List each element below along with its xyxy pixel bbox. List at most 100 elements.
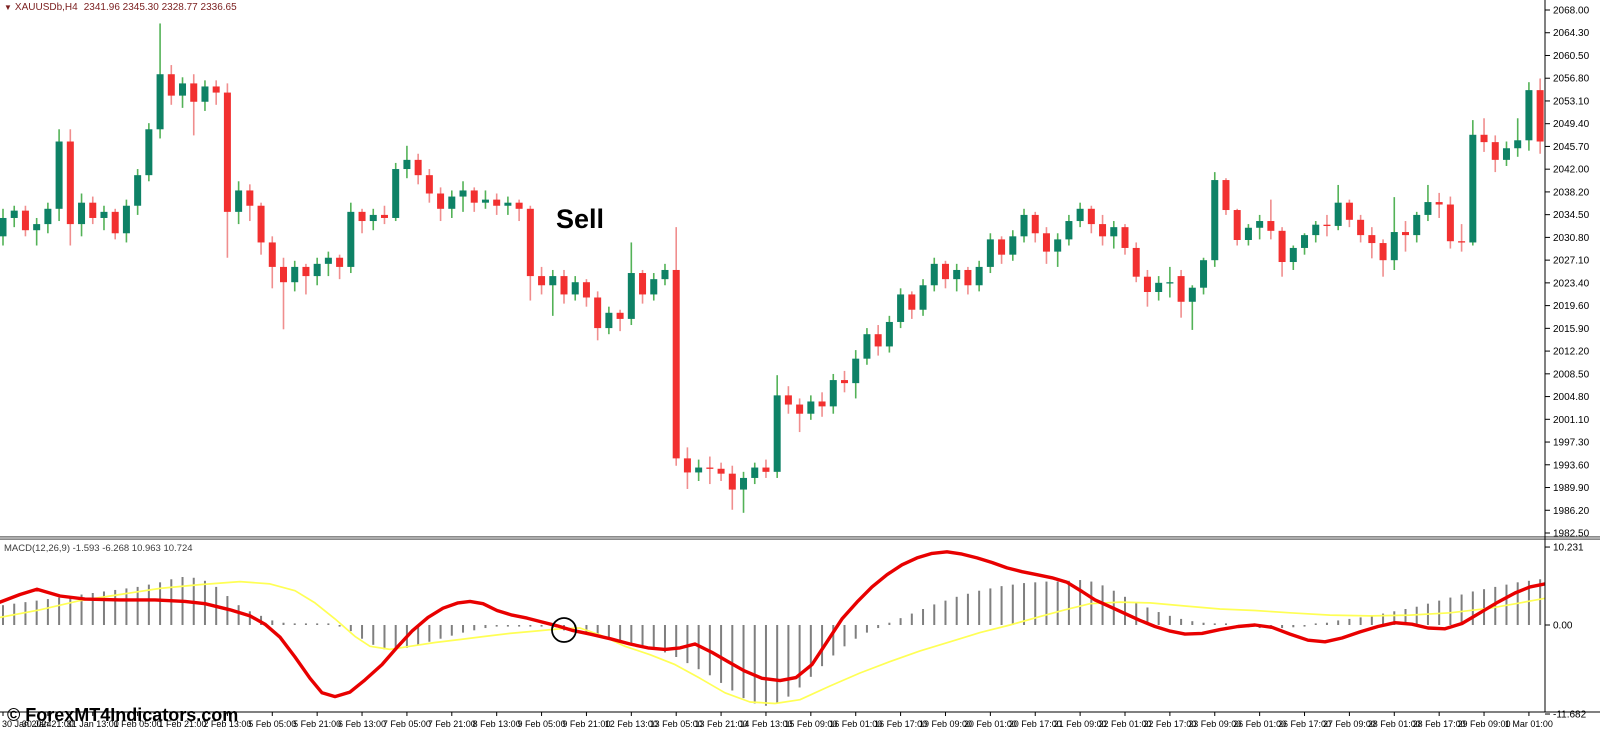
- candle-body: [347, 211, 355, 267]
- candle: [179, 77, 187, 108]
- candle-body: [796, 404, 804, 414]
- macd-scale-label: 0.00: [1553, 621, 1573, 632]
- candle-body: [650, 279, 658, 295]
- candle-body: [100, 211, 108, 218]
- candle: [796, 398, 804, 433]
- candle-body: [1402, 232, 1409, 236]
- macd-scale-label: 10.231: [1553, 543, 1584, 554]
- candle: [740, 471, 748, 513]
- candle: [1502, 141, 1510, 166]
- macd-indicator-label: MACD(12,26,9) -1.593 -6.268 10.963 10.72…: [4, 543, 193, 554]
- candle: [223, 83, 231, 258]
- candle: [470, 187, 478, 212]
- candle: [1211, 172, 1219, 267]
- time-tick-label: 30 Jan 21:00: [22, 719, 74, 729]
- candle: [538, 266, 546, 295]
- macd-pane[interactable]: [0, 550, 1545, 706]
- candle: [291, 260, 299, 292]
- candle-body: [975, 266, 983, 286]
- time-tick-label: 7 Feb 21:00: [428, 719, 476, 729]
- candle-body: [1009, 236, 1017, 255]
- watermark: © ForexMT4Indicators.com: [7, 705, 239, 725]
- candle-body: [122, 205, 130, 234]
- macd-scale-label: -11.682: [1553, 710, 1587, 721]
- candle: [975, 260, 983, 292]
- candle: [156, 23, 164, 139]
- price-axis[interactable]: 2068.00 2064.30 2060.50 2056.80 2053.10 2049.…: [1544, 0, 1590, 721]
- candle-body: [1132, 247, 1140, 277]
- candle-body: [1256, 221, 1264, 228]
- candle-body: [1446, 204, 1454, 242]
- price-tick-label: 2068.00: [1553, 6, 1590, 17]
- time-tick-label: 26 Feb 01:00: [1233, 719, 1286, 729]
- candle-body: [1413, 214, 1421, 236]
- time-tick-label: 1 Feb 21:00: [158, 719, 206, 729]
- candle-body: [313, 263, 321, 277]
- candle-body: [1323, 224, 1331, 227]
- candle-body: [21, 210, 29, 231]
- candle-body: [818, 401, 826, 407]
- macd-main-line: [0, 550, 1545, 699]
- candle-body: [1345, 202, 1353, 220]
- candle-body: [235, 190, 243, 212]
- candle: [1390, 197, 1398, 270]
- candle: [134, 169, 142, 215]
- candle: [21, 205, 29, 237]
- price-tick-label: 2001.10: [1553, 415, 1590, 426]
- time-tick-label: 9 Feb 21:00: [562, 719, 610, 729]
- candle: [616, 309, 624, 332]
- pane-separator[interactable]: [0, 536, 1600, 540]
- candle-body: [291, 266, 299, 283]
- candle: [1087, 205, 1095, 234]
- candle: [728, 465, 736, 510]
- candle-body: [538, 276, 546, 286]
- candle-body: [1143, 276, 1151, 292]
- price-tick-label: 2056.80: [1553, 74, 1590, 85]
- candle-body: [594, 297, 602, 329]
- candle: [986, 233, 994, 274]
- price-tick-label: 1989.90: [1553, 483, 1590, 494]
- ohlc-values: 2341.96 2345.30 2328.77 2336.65: [83, 2, 237, 13]
- candle: [1446, 196, 1454, 249]
- candle: [695, 459, 703, 482]
- candle: [1233, 208, 1241, 246]
- price-tick-label: 2038.20: [1553, 187, 1590, 198]
- candle: [1110, 221, 1118, 249]
- candle: [897, 288, 905, 329]
- candle-body: [268, 242, 276, 267]
- candle: [773, 375, 781, 478]
- candle-body: [246, 190, 254, 206]
- candle: [1312, 221, 1320, 243]
- candle: [863, 328, 871, 365]
- candle-body: [179, 83, 187, 96]
- candle-body: [941, 263, 949, 280]
- candle: [829, 373, 837, 414]
- candle-body: [1301, 235, 1309, 248]
- candle-body: [369, 214, 377, 222]
- candle-body: [1334, 202, 1342, 226]
- candle-body: [964, 269, 972, 286]
- price-tick-label: 2012.20: [1553, 347, 1590, 358]
- candle-body: [1491, 142, 1499, 160]
- candle-body: [762, 467, 770, 472]
- candle: [549, 269, 557, 316]
- candle: [627, 242, 635, 326]
- candle-body: [627, 273, 635, 319]
- time-tick-label: 27 Feb 09:00: [1323, 719, 1376, 729]
- candle-body: [953, 269, 961, 280]
- candle: [246, 184, 254, 222]
- price-tick-label: 2060.50: [1553, 51, 1590, 62]
- time-tick-label: 30 Jan 2024: [2, 719, 52, 729]
- candle-body: [1278, 230, 1286, 263]
- candle: [313, 257, 321, 286]
- candle-body: [223, 92, 231, 212]
- candle-body: [515, 202, 523, 209]
- candle: [1301, 233, 1309, 255]
- candle-body: [549, 276, 557, 286]
- candle: [605, 306, 613, 335]
- time-tick-label: 31 Jan 13:00: [67, 719, 119, 729]
- candlestick-pane[interactable]: [0, 23, 1544, 513]
- candle: [235, 181, 243, 225]
